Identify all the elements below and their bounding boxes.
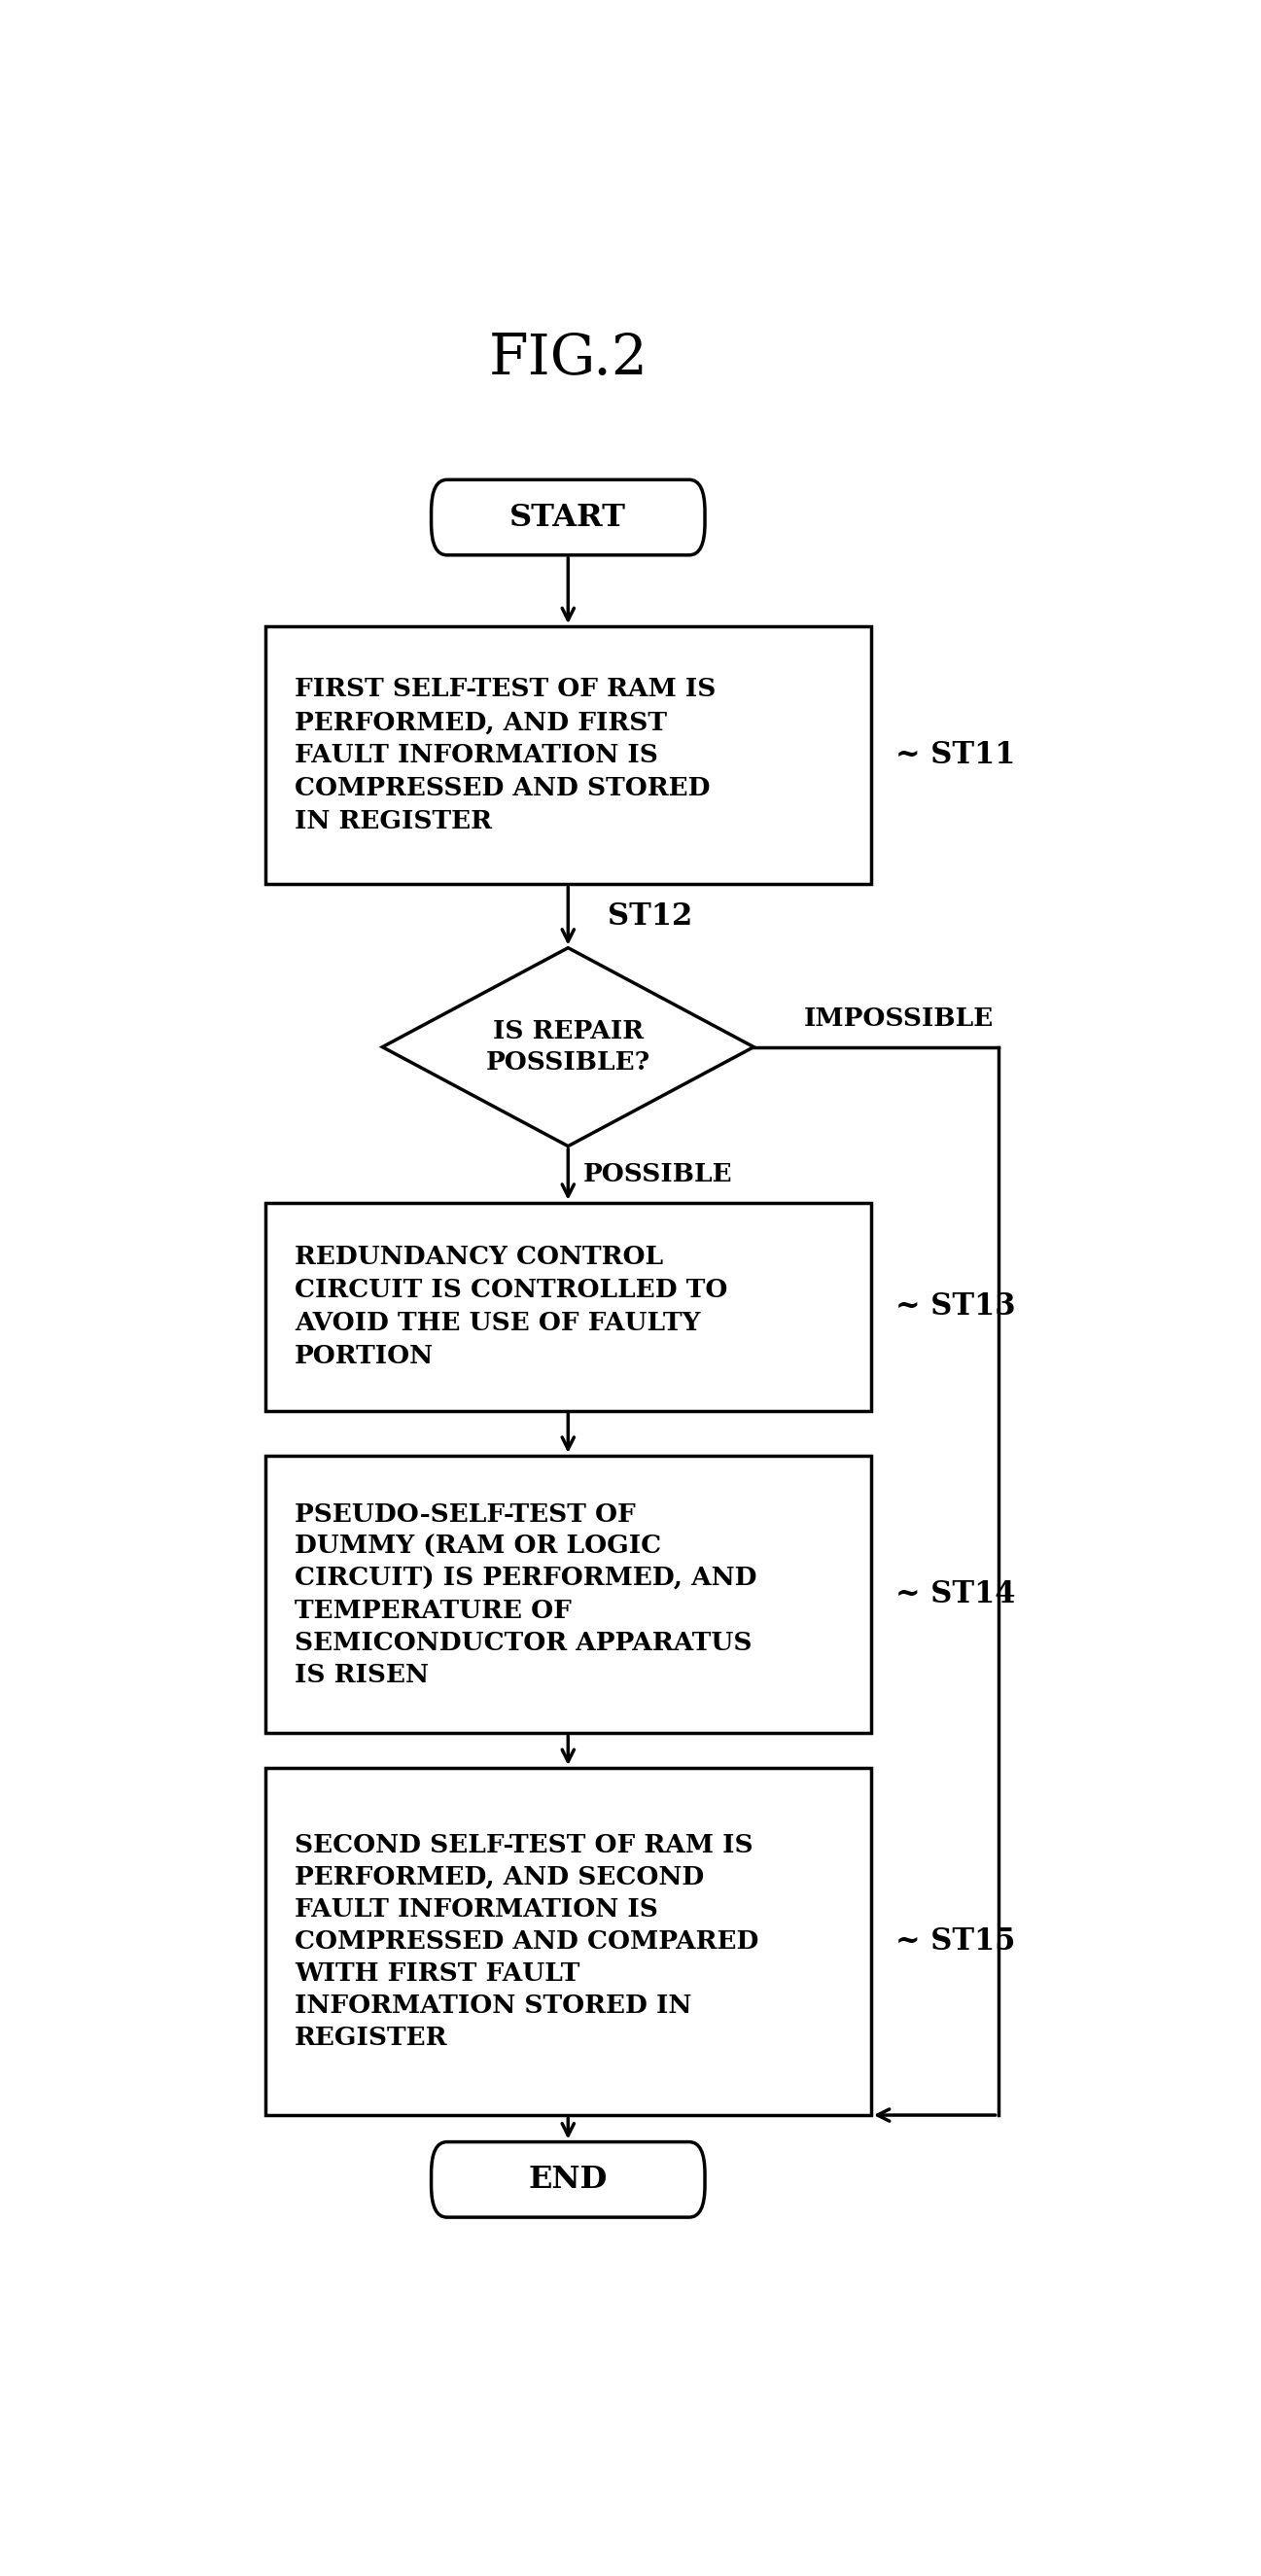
- Bar: [265, 1767, 871, 2115]
- Text: ~ ST11: ~ ST11: [895, 739, 1015, 770]
- Text: IMPOSSIBLE: IMPOSSIBLE: [803, 1007, 994, 1030]
- Text: ~ ST13: ~ ST13: [895, 1291, 1015, 1321]
- Polygon shape: [382, 948, 754, 1146]
- Text: FIRST SELF-TEST OF RAM IS
PERFORMED, AND FIRST
FAULT INFORMATION IS
COMPRESSED A: FIRST SELF-TEST OF RAM IS PERFORMED, AND…: [294, 677, 716, 835]
- Text: ST12: ST12: [608, 902, 692, 933]
- FancyBboxPatch shape: [431, 479, 705, 554]
- Text: SECOND SELF-TEST OF RAM IS
PERFORMED, AND SECOND
FAULT INFORMATION IS
COMPRESSED: SECOND SELF-TEST OF RAM IS PERFORMED, AN…: [294, 1834, 759, 2050]
- Bar: [265, 626, 871, 884]
- Text: ~ ST14: ~ ST14: [895, 1579, 1015, 1610]
- Text: PSEUDO-SELF-TEST OF
DUMMY (RAM OR LOGIC
CIRCUIT) IS PERFORMED, AND
TEMPERATURE O: PSEUDO-SELF-TEST OF DUMMY (RAM OR LOGIC …: [294, 1502, 757, 1687]
- Bar: [265, 1203, 871, 1412]
- Text: POSSIBLE: POSSIBLE: [583, 1162, 733, 1188]
- Text: IS REPAIR
POSSIBLE?: IS REPAIR POSSIBLE?: [485, 1020, 651, 1074]
- Text: START: START: [509, 502, 627, 533]
- Text: FIG.2: FIG.2: [488, 332, 648, 386]
- FancyBboxPatch shape: [431, 2141, 705, 2218]
- Text: END: END: [528, 2164, 608, 2195]
- Text: ~ ST15: ~ ST15: [895, 1927, 1015, 1958]
- Bar: [265, 1455, 871, 1734]
- Text: REDUNDANCY CONTROL
CIRCUIT IS CONTROLLED TO
AVOID THE USE OF FAULTY
PORTION: REDUNDANCY CONTROL CIRCUIT IS CONTROLLED…: [294, 1244, 728, 1368]
